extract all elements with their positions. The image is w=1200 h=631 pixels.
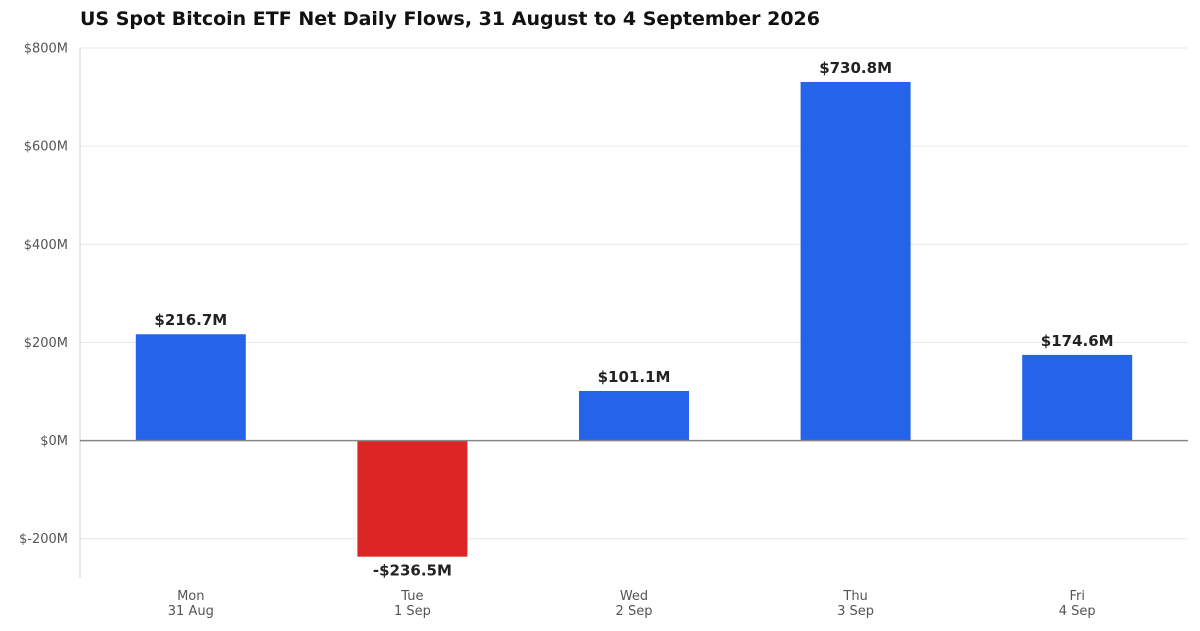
bar <box>357 440 468 557</box>
bar <box>579 390 689 441</box>
x-tick-label-date: 1 Sep <box>394 604 431 619</box>
bar <box>135 334 246 441</box>
value-label: $730.8M <box>819 59 892 77</box>
value-label: $174.6M <box>1041 332 1114 350</box>
bars <box>135 81 1133 557</box>
x-tick-label-date: 3 Sep <box>837 604 874 619</box>
value-label: $101.1M <box>598 368 671 386</box>
x-tick-label-day: Thu <box>842 589 867 604</box>
value-label: -$236.5M <box>373 562 452 580</box>
x-tick-label-date: 4 Sep <box>1059 604 1096 619</box>
x-tick-label-date: 2 Sep <box>616 604 653 619</box>
x-tick-label-day: Wed <box>620 589 648 604</box>
y-tick-label: $600M <box>24 140 68 155</box>
y-tick-label: $800M <box>24 42 68 57</box>
x-tick-label-date: 31 Aug <box>168 604 214 619</box>
x-tick-label-day: Mon <box>177 589 204 604</box>
gridlines <box>80 47 1188 540</box>
axes <box>79 48 1188 578</box>
value-label: $216.7M <box>154 311 227 329</box>
x-tick-label-day: Tue <box>400 589 423 604</box>
bar <box>1022 354 1133 441</box>
y-tick-label: $-200M <box>19 532 68 547</box>
x-tick-label-day: Fri <box>1069 589 1085 604</box>
labels: $-200M$0M$200M$400M$600M$800M$216.7MMon3… <box>19 42 1114 620</box>
y-tick-label: $0M <box>40 434 68 449</box>
y-tick-label: $400M <box>24 238 68 253</box>
y-tick-label: $200M <box>24 336 68 351</box>
bar <box>800 81 911 441</box>
chart-title: US Spot Bitcoin ETF Net Daily Flows, 31 … <box>80 8 820 30</box>
